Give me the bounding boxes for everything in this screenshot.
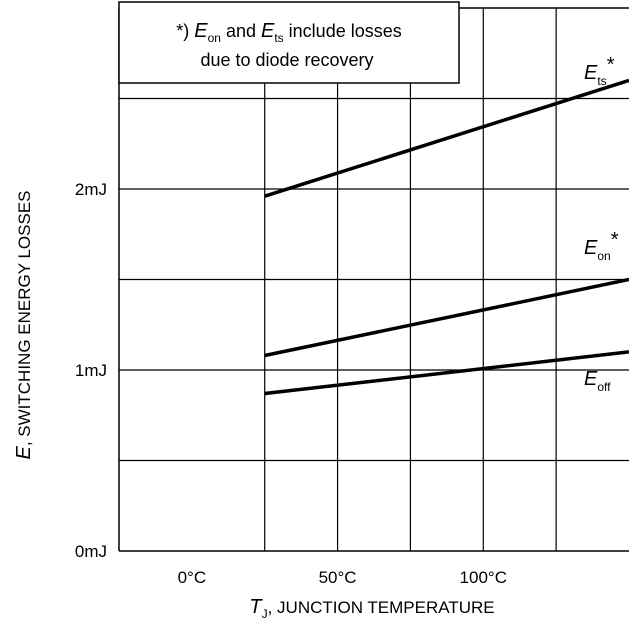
y-tick-label: 0mJ (75, 542, 107, 561)
x-axis-title: TJ, JUNCTION TEMPERATURE (249, 596, 494, 621)
svg-text:Ets*: Ets* (584, 54, 615, 88)
series-label-ets: Ets* (584, 54, 615, 88)
x-tick-label: 100°C (460, 568, 507, 587)
series-label-eoff: Eoff (584, 368, 611, 394)
svg-text:Eon*: Eon* (584, 229, 619, 263)
annotation: *) Eon and Ets include losses due to dio… (118, 1, 460, 84)
grid (118, 7, 629, 552)
y-axis-title: E, SWITCHING ENERGY LOSSES (13, 190, 35, 459)
y-tick-label: 1mJ (75, 361, 107, 380)
series-lines (264, 78, 629, 396)
series-line-off (264, 350, 629, 396)
tick-labels: 0°C 50°C 100°C 0mJ 1mJ 2mJ (75, 180, 507, 587)
series-label-eon: Eon* (584, 229, 619, 263)
x-tick-label: 50°C (319, 568, 357, 587)
x-tick-label: 0°C (178, 568, 207, 587)
series-line-on (264, 277, 629, 358)
svg-text:Eoff: Eoff (584, 368, 611, 394)
annotation-box (118, 1, 460, 84)
y-tick-label: 2mJ (75, 180, 107, 199)
series-line-ts (264, 78, 629, 198)
annotation-line-1: *) Eon and Ets include losses (176, 20, 402, 45)
annotation-line-2: due to diode recovery (200, 50, 373, 70)
